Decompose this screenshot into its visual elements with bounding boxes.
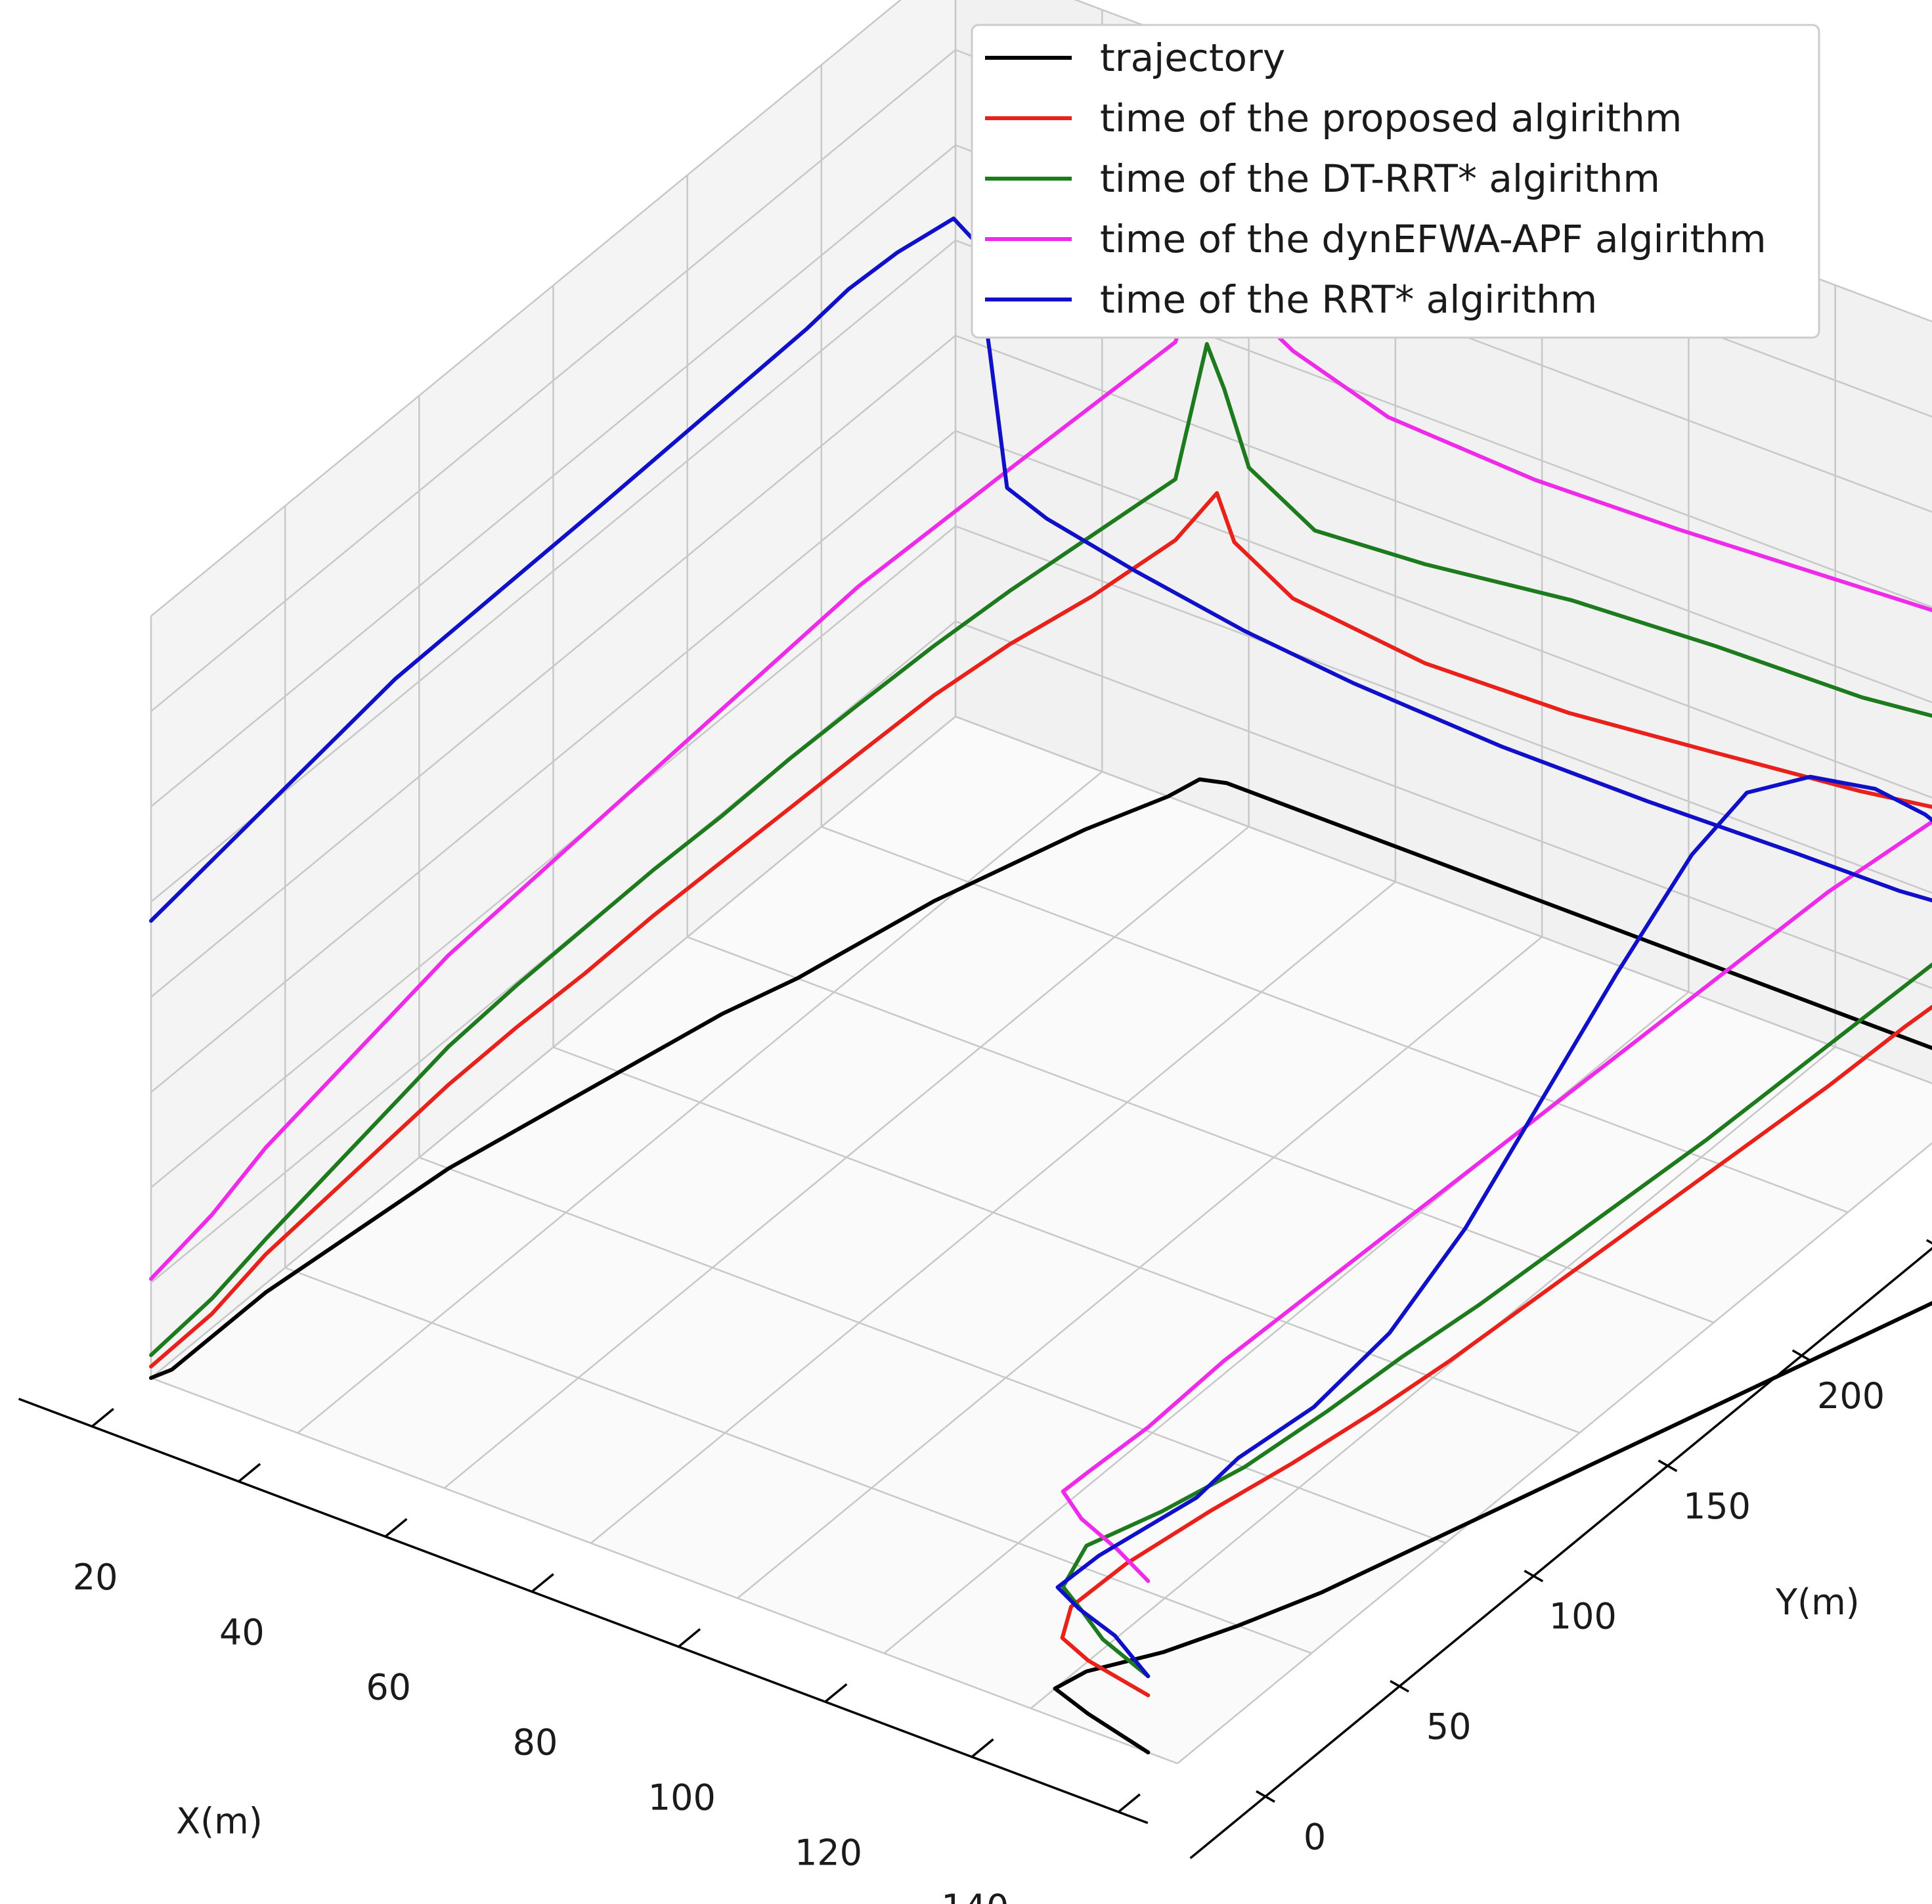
axes: 0204060801001201400501001502002503000255…: [18, 1239, 1932, 1904]
x-axis-title: X(m): [176, 1800, 263, 1842]
gridline-floor-y: [418, 1157, 1446, 1544]
y-axis-line: [1189, 1247, 1932, 1859]
legend: trajectory time of the proposed algirithm…: [971, 24, 1820, 339]
gridline-side-z: [150, 240, 956, 902]
gridline-floor-y: [553, 1046, 1580, 1434]
series-dt-rrt-star: [149, 342, 1932, 1679]
series-dynefwa-apf: [149, 227, 1932, 1583]
y-tick: [1658, 1459, 1678, 1472]
x-tick-label: 100: [648, 1777, 716, 1818]
x-tick: [91, 1407, 114, 1428]
x-tick: [1118, 1793, 1141, 1813]
x-tick: [238, 1463, 261, 1483]
y-tick: [1524, 1570, 1544, 1583]
gridline-floor-y: [821, 826, 1849, 1213]
x-axis-line: [18, 1398, 1149, 1825]
series-proposed: [149, 491, 1932, 1698]
y-tick: [1791, 1349, 1812, 1362]
gridline-side-z: [150, 430, 956, 1093]
gridline-floor-y: [150, 1377, 1178, 1765]
gridline-side-z: [150, 49, 956, 712]
y-tick-label: 50: [1426, 1706, 1472, 1748]
y-tick: [1925, 1239, 1932, 1245]
gridline-back-z: [955, 430, 1932, 799]
x-tick: [384, 1518, 408, 1538]
x-tick-label: 120: [795, 1832, 862, 1873]
legend-label-series-proposed: time of the proposed algirithm: [1100, 96, 1682, 141]
series-rrt-star: [149, 216, 1932, 1679]
gridline-floor-y: [284, 1267, 1312, 1654]
x-tick: [531, 1573, 554, 1593]
gridline-back-z: [955, 620, 1932, 989]
x-tick-label: 80: [513, 1722, 558, 1763]
x-tick-label: 40: [219, 1612, 265, 1653]
y-tick-label: 0: [1304, 1816, 1326, 1857]
gridline-back-z: [955, 334, 1932, 703]
gridline-side-z: [150, 144, 956, 807]
legend-box: [971, 24, 1820, 339]
legend-label-series-trajectory: trajectory: [1100, 35, 1285, 80]
y-axis-title: Y(m): [1775, 1582, 1860, 1623]
y-tick: [1256, 1790, 1275, 1803]
gridline-back-z: [955, 715, 1932, 1084]
x-tick: [971, 1738, 994, 1758]
x-tick-label: 20: [73, 1557, 118, 1598]
legend-label-series-rrt-star: time of the RRT* algirithm: [1100, 277, 1597, 322]
x-tick: [678, 1628, 701, 1648]
series-trajectory: [149, 777, 1932, 1755]
gridline-side-z: [150, 0, 902, 617]
x-tick-label: 60: [366, 1667, 411, 1708]
legend-label-series-dynefwa-apf: time of the dynEFWA-APF algirithm: [1100, 217, 1767, 261]
grid-lines: [150, 0, 1932, 1765]
y-tick-label: 100: [1549, 1596, 1617, 1637]
data-series: [149, 216, 1932, 1755]
legend-label-series-dt-rrt-star: time of the DT-RRT* algirithm: [1100, 156, 1660, 201]
y-tick-label: 150: [1683, 1486, 1751, 1527]
gridline-back-z: [955, 525, 1932, 894]
gridline-side-z: [150, 335, 956, 998]
y-tick: [1390, 1679, 1409, 1693]
gridline-side-z: [150, 525, 956, 1188]
x-tick: [824, 1683, 848, 1703]
gridline-side-z: [150, 716, 956, 1379]
y-tick-label: 200: [1817, 1375, 1885, 1417]
x-tick-label: 140: [941, 1887, 1009, 1904]
pane-floor: [151, 717, 1932, 1763]
